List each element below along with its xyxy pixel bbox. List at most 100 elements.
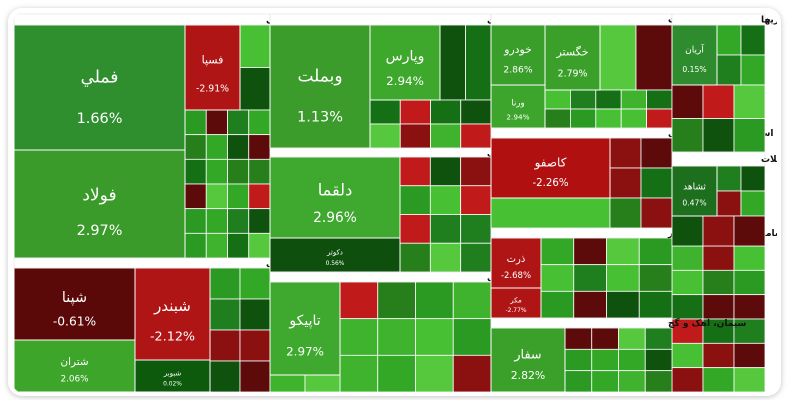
small-tile	[205, 158, 228, 185]
sector-header	[13, 257, 271, 269]
stock-change: 2.96%	[313, 210, 357, 226]
small-tile	[248, 158, 271, 185]
small-tile	[638, 237, 673, 266]
stock-change: 1.13%	[297, 109, 343, 125]
small-tile	[209, 329, 241, 362]
small-tile	[205, 109, 228, 136]
stock-tile	[134, 359, 211, 393]
small-tile	[430, 123, 462, 149]
small-tile	[452, 318, 492, 356]
stock-tile	[490, 237, 542, 289]
small-tile	[595, 108, 622, 129]
small-tile	[269, 374, 306, 393]
small-tile	[465, 24, 492, 101]
small-tile	[415, 354, 454, 393]
small-tile	[702, 269, 735, 296]
small-tile	[248, 134, 271, 160]
stock-symbol: وپارس	[386, 49, 425, 65]
small-tile	[740, 54, 766, 86]
sector-header	[13, 13, 271, 26]
small-tile	[399, 123, 431, 149]
small-tile	[644, 327, 673, 350]
small-tile	[573, 237, 607, 266]
stock-symbol: آريان	[685, 44, 704, 56]
small-tile	[248, 183, 271, 210]
small-tile	[591, 348, 619, 372]
small-tile	[591, 370, 619, 393]
small-tile	[638, 264, 673, 292]
small-tile	[733, 269, 766, 296]
small-tile	[618, 370, 646, 393]
small-tile	[377, 318, 416, 356]
small-tile	[540, 290, 575, 319]
small-tile	[304, 374, 341, 393]
small-tile	[205, 183, 228, 210]
small-tile	[544, 89, 571, 110]
small-tile	[399, 99, 431, 125]
sector-title: سیمان، آهک و گچ	[668, 317, 746, 329]
small-tile	[239, 67, 271, 111]
small-tile	[460, 99, 492, 125]
stock-tile	[13, 149, 186, 259]
small-tile	[248, 109, 271, 136]
small-tile	[620, 89, 648, 110]
sector-header	[269, 271, 492, 283]
small-tile	[599, 24, 637, 91]
small-tile	[702, 215, 735, 247]
small-tile	[606, 237, 640, 266]
sector-title: سرمایه گذاریها	[761, 14, 789, 26]
small-tile	[564, 327, 593, 350]
stock-change: 2.82%	[511, 369, 546, 382]
small-tile	[399, 185, 431, 215]
small-tile	[429, 242, 462, 273]
small-tile	[733, 318, 766, 344]
small-tile	[671, 269, 704, 296]
stock-tile	[544, 24, 601, 91]
small-tile	[702, 84, 735, 119]
small-tile	[644, 348, 673, 372]
stock-change: 2.97%	[77, 223, 123, 239]
stock-symbol: شبوبر	[163, 369, 182, 377]
stock-symbol: شتران	[60, 356, 88, 368]
small-tile	[702, 245, 735, 271]
small-tile	[740, 190, 766, 217]
small-tile	[540, 237, 575, 266]
stock-symbol: دکوثر	[326, 248, 343, 256]
stock-change: 0.15%	[682, 65, 706, 74]
small-tile	[716, 165, 742, 192]
small-tile	[733, 84, 766, 119]
stock-change: 2.06%	[60, 375, 88, 385]
small-tile	[184, 208, 207, 234]
small-tile	[209, 298, 241, 331]
small-tile	[248, 208, 271, 234]
stock-symbol: ورنا	[511, 99, 524, 109]
small-tile	[609, 167, 642, 199]
stock-tile	[269, 24, 371, 149]
stock-symbol: فملي	[81, 68, 119, 88]
small-tile	[702, 342, 735, 369]
small-tile	[671, 245, 704, 271]
stock-tile	[13, 24, 186, 151]
small-tile	[671, 215, 704, 247]
small-tile	[716, 54, 742, 86]
small-tile	[429, 214, 462, 244]
stock-tile	[369, 24, 441, 101]
small-tile	[227, 109, 250, 136]
stock-symbol: فسپا	[202, 54, 224, 67]
small-tile	[460, 123, 492, 149]
small-tile	[239, 267, 271, 300]
stock-change: -2.68%	[501, 271, 531, 281]
small-tile	[239, 24, 271, 68]
small-tile	[209, 360, 241, 393]
stock-symbol: ثشاهد	[683, 183, 706, 193]
small-tile	[205, 232, 228, 259]
small-tile	[248, 232, 271, 259]
stock-symbol: تاپیکو	[288, 313, 320, 329]
small-tile	[227, 183, 250, 210]
small-tile	[716, 24, 742, 56]
stock-symbol: خودرو	[503, 43, 532, 56]
small-tile	[671, 118, 704, 153]
small-tile	[638, 290, 673, 319]
small-tile	[570, 108, 597, 129]
